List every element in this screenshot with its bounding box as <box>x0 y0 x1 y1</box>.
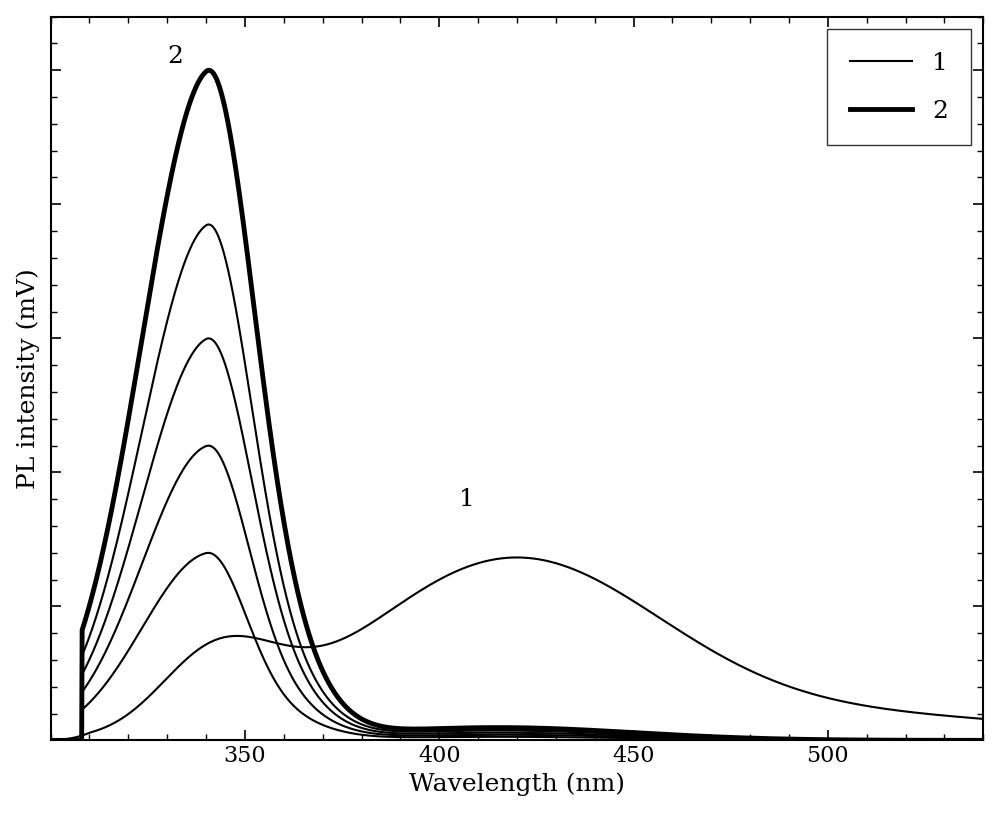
X-axis label: Wavelength (nm): Wavelength (nm) <box>409 773 625 796</box>
Text: 1: 1 <box>459 488 474 511</box>
Text: 2: 2 <box>167 46 183 68</box>
Legend: 1, 2: 1, 2 <box>827 29 971 146</box>
Y-axis label: PL intensity (mV): PL intensity (mV) <box>17 268 40 489</box>
